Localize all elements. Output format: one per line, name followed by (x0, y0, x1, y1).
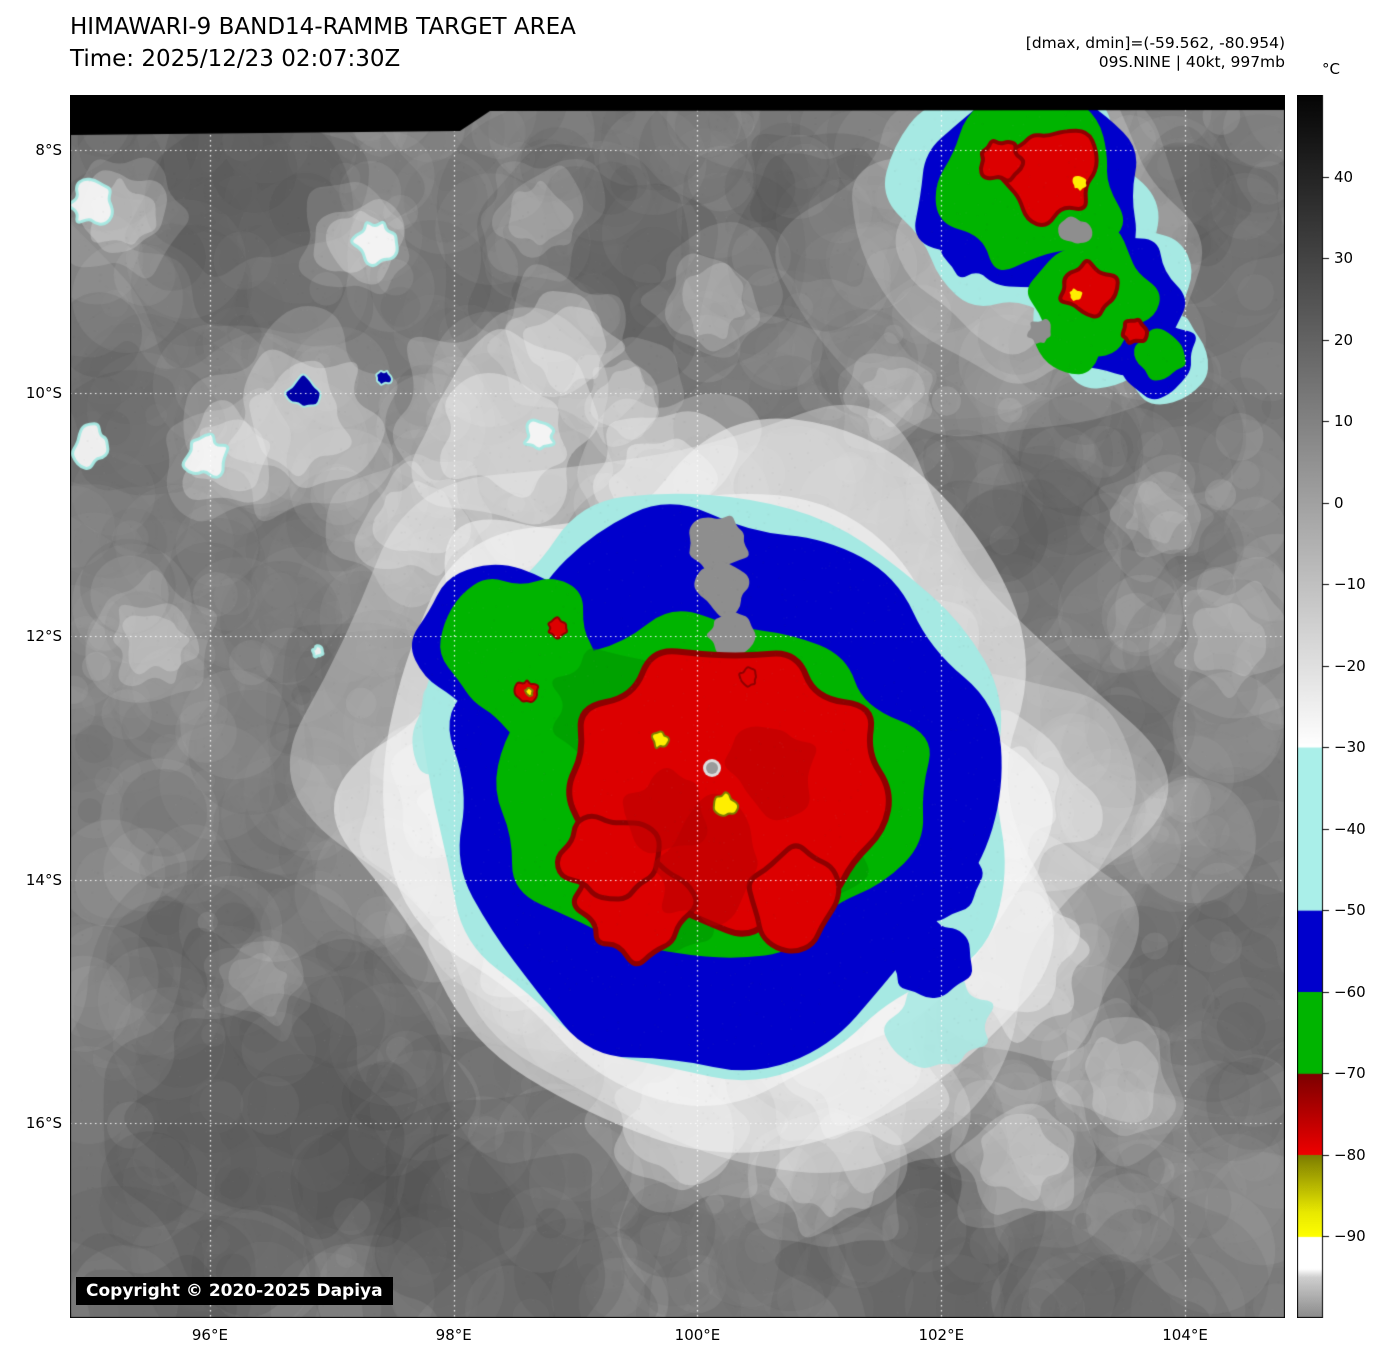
colorbar-tick-30: 30 (1334, 249, 1354, 268)
lon-label-104e: 104°E (1162, 1326, 1208, 1344)
colorbar-tick--30: −30 (1334, 738, 1366, 757)
colorbar-tick--90: −90 (1334, 1227, 1366, 1246)
colorbar-tick--20: −20 (1334, 656, 1366, 675)
map-frame: Copyright © 2020-2025 Dapiya (70, 95, 1285, 1318)
colorbar-tick--40: −40 (1334, 819, 1366, 838)
storm-info-readout: 09S.NINE | 40kt, 997mb (1098, 53, 1285, 72)
colorbar-unit-label: °C (1322, 60, 1340, 78)
product-title: HIMAWARI-9 BAND14-RAMMB TARGET AREA (70, 14, 576, 40)
colorbar (1297, 95, 1331, 1318)
dmax-dmin-readout: [dmax, dmin]=(-59.562, -80.954) (1025, 34, 1285, 52)
lat-label-12s: 12°S (25, 627, 62, 646)
lat-label-8s: 8°S (35, 140, 62, 159)
lon-label-96e: 96°E (191, 1326, 228, 1344)
colorbar-tick--10: −10 (1334, 575, 1366, 594)
colorbar-tick-40: 40 (1334, 167, 1354, 186)
lon-label-98e: 98°E (435, 1326, 472, 1344)
satellite-image (70, 95, 1285, 1318)
lat-label-16s: 16°S (25, 1113, 62, 1132)
colorbar-tick--50: −50 (1334, 901, 1366, 920)
copyright-badge: Copyright © 2020-2025 Dapiya (76, 1277, 393, 1305)
colorbar-tick--70: −70 (1334, 1064, 1366, 1083)
colorbar-tick-10: 10 (1334, 412, 1354, 431)
colorbar-tick-0: 0 (1334, 493, 1344, 512)
colorbar-tick-20: 20 (1334, 330, 1354, 349)
colorbar-tick--80: −80 (1334, 1145, 1366, 1164)
product-timestamp: Time: 2025/12/23 02:07:30Z (70, 46, 401, 72)
lon-label-102e: 102°E (918, 1326, 965, 1344)
lat-label-14s: 14°S (25, 870, 62, 889)
lat-label-10s: 10°S (25, 384, 62, 403)
readout-block: [dmax, dmin]=(-59.562, -80.954) 09S.NINE… (1026, 34, 1285, 73)
lon-label-100e: 100°E (674, 1326, 721, 1344)
colorbar-tick--60: −60 (1334, 982, 1366, 1001)
